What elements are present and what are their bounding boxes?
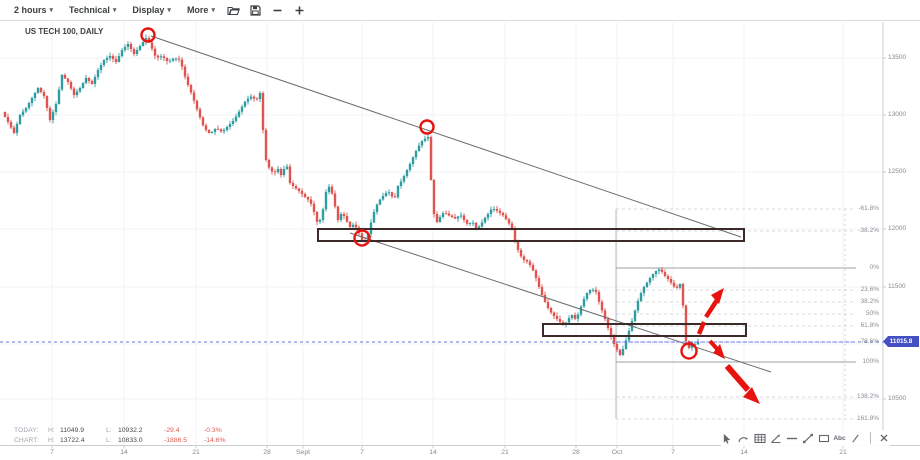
fib-level-label: -38.2% bbox=[858, 227, 879, 234]
axes bbox=[0, 22, 920, 449]
horizontal-line-tool-icon[interactable] bbox=[785, 432, 798, 445]
date-label: 7 bbox=[360, 449, 364, 456]
red-arrow-annotations bbox=[696, 288, 760, 404]
today-change: -29.4 bbox=[164, 426, 180, 434]
date-label: 28 bbox=[572, 449, 580, 456]
pointer-tool-icon[interactable] bbox=[721, 432, 734, 445]
fib-level-label: 50% bbox=[865, 310, 879, 317]
fib-level-label: 138.2% bbox=[856, 393, 879, 400]
session-stats: TODAY: H: 11049.9 L: 10932.2 -29.4 -0.3%… bbox=[14, 425, 240, 445]
today-change-pct: -0.3% bbox=[204, 426, 222, 434]
rectangle-tool-icon[interactable] bbox=[817, 432, 830, 445]
trend-line-tool-icon[interactable] bbox=[801, 432, 814, 445]
freehand-tool-icon[interactable] bbox=[849, 432, 862, 445]
chevron-down-icon: ▾ bbox=[167, 7, 171, 14]
fib-level-label: 100% bbox=[862, 358, 879, 365]
date-label: 7 bbox=[671, 449, 675, 456]
price-label: 10500 bbox=[888, 395, 907, 402]
fib-level-label: 161.8% bbox=[856, 415, 879, 422]
display-menu[interactable]: Display ▾ bbox=[132, 5, 171, 15]
chart-high: 13722.4 bbox=[60, 436, 85, 444]
price-label: 12000 bbox=[888, 225, 907, 232]
trendline-annotations bbox=[150, 35, 772, 373]
fib-level-label: 38.2% bbox=[860, 298, 879, 305]
red-circle-annotations bbox=[140, 27, 698, 360]
chevron-down-icon: ▾ bbox=[112, 7, 117, 14]
toolbar-divider bbox=[865, 432, 871, 444]
date-label: 21 bbox=[501, 449, 509, 456]
chart-toolbar: 2 hours ▾ Technical ▾ Display ▾ More ▾ bbox=[0, 0, 920, 21]
date-label: Oct bbox=[611, 449, 623, 456]
trend-angle-tool-icon[interactable] bbox=[769, 432, 782, 445]
fib-level-label: 61.8% bbox=[860, 322, 879, 329]
more-menu[interactable]: More ▾ bbox=[186, 5, 215, 15]
chevron-down-icon: ▾ bbox=[211, 7, 215, 14]
elbow-line-tool-icon[interactable] bbox=[737, 432, 750, 445]
chart-stats-row: CHART: H: 13722.4 L: 10833.0 -1886.5 -14… bbox=[14, 435, 240, 445]
date-label: Sept bbox=[296, 449, 310, 456]
fibonacci-retracement bbox=[615, 208, 856, 420]
fib-level-label: 78.6% bbox=[860, 338, 879, 345]
date-label: 21 bbox=[839, 449, 847, 456]
timeframe-label: 2 hours bbox=[14, 5, 47, 15]
fib-level-label: 23.6% bbox=[860, 286, 879, 293]
chart-change: -1886.5 bbox=[164, 436, 188, 444]
current-price-tag: 11015.8 bbox=[883, 336, 919, 347]
today-high: 11049.9 bbox=[60, 426, 85, 434]
date-label: 14 bbox=[120, 449, 128, 456]
today-low: 10932.2 bbox=[118, 426, 143, 434]
date-label: 7 bbox=[50, 449, 54, 456]
zoom-out-icon[interactable] bbox=[269, 2, 287, 18]
date-label: 14 bbox=[740, 449, 748, 456]
text-tool-icon[interactable]: Abc bbox=[833, 434, 846, 442]
date-label: 28 bbox=[263, 449, 271, 456]
price-label: 12500 bbox=[888, 168, 907, 175]
highlight-rectangles bbox=[317, 228, 747, 337]
delete-drawing-icon[interactable] bbox=[877, 432, 890, 445]
date-label: 21 bbox=[192, 449, 200, 456]
price-label: 13500 bbox=[888, 54, 907, 61]
fib-level-label: -61.8% bbox=[858, 205, 879, 212]
chevron-down-icon: ▾ bbox=[49, 7, 54, 14]
instrument-title: US TECH 100, DAILY bbox=[25, 27, 104, 36]
zoom-in-icon[interactable] bbox=[291, 2, 309, 18]
open-folder-icon[interactable] bbox=[225, 2, 243, 18]
price-label: 13000 bbox=[888, 111, 907, 118]
price-label: 11500 bbox=[888, 283, 906, 290]
chart-change-pct: -14.6% bbox=[204, 436, 226, 444]
chart-low: 10833.0 bbox=[118, 436, 143, 444]
fib-level-label: 0% bbox=[869, 264, 879, 271]
date-label: 14 bbox=[429, 449, 437, 456]
today-stats-row: TODAY: H: 11049.9 L: 10932.2 -29.4 -0.3% bbox=[14, 425, 240, 435]
fib-grid-tool-icon[interactable] bbox=[753, 432, 766, 445]
gridlines bbox=[0, 22, 883, 445]
drawing-toolbar: Abc bbox=[721, 430, 890, 446]
timeframe-menu[interactable]: 2 hours ▾ bbox=[8, 3, 59, 17]
candlestick-series bbox=[3, 34, 700, 357]
save-icon[interactable] bbox=[247, 2, 265, 18]
technical-menu[interactable]: Technical ▾ bbox=[69, 5, 117, 15]
